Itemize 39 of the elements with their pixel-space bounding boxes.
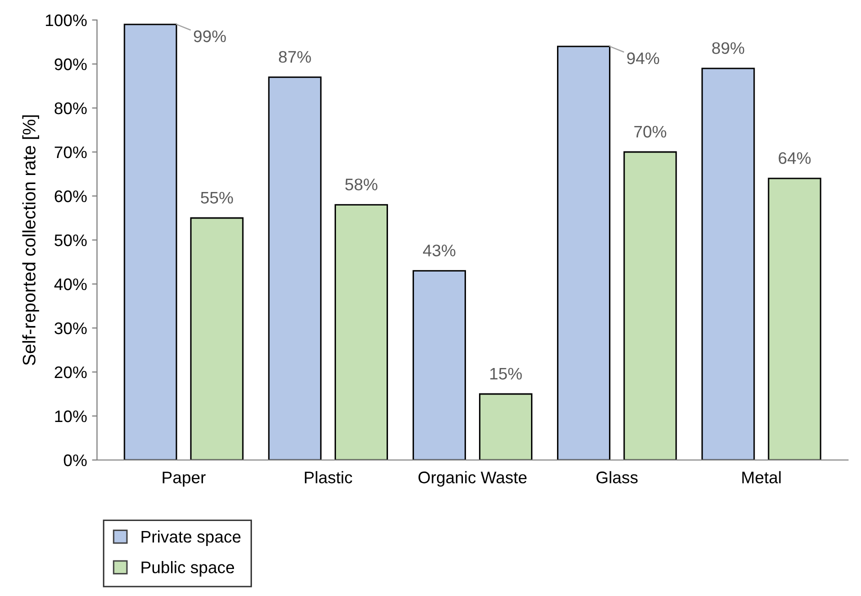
y-tick-label: 30% (54, 322, 87, 334)
legend-label: Private space (142, 530, 241, 546)
data-label: 94% (627, 52, 660, 64)
y-tick-label: 80% (54, 102, 87, 114)
data-label: 43% (422, 244, 456, 256)
data-label: 70% (634, 126, 666, 138)
x-tick-label: Organic Waste (418, 471, 527, 487)
data-label: 99% (194, 30, 226, 42)
y-tick-label: 90% (54, 58, 87, 70)
bar (334, 204, 388, 460)
data-label: 64% (778, 152, 811, 164)
bar (268, 76, 322, 460)
data-label: 55% (200, 192, 233, 204)
bar (124, 24, 178, 460)
legend-label: Public space (142, 561, 234, 577)
y-tick-label: 40% (54, 278, 87, 290)
y-tick-label: 70% (54, 146, 87, 158)
y-tick-label: 0% (64, 454, 87, 466)
data-label: 87% (278, 50, 311, 63)
y-tick-label: 100% (46, 14, 87, 26)
x-tick-label: Paper (162, 472, 206, 487)
bar (479, 393, 532, 460)
y-axis-title: Self-reported collection rate [%] (22, 115, 40, 366)
data-label: 58% (345, 178, 378, 190)
bar (623, 151, 677, 460)
y-tick-label: 20% (54, 366, 87, 378)
y-tick-label: 50% (54, 234, 87, 246)
bar (701, 68, 755, 460)
bar (768, 178, 822, 460)
y-tick-label: 10% (55, 410, 87, 422)
data-label: 15% (490, 368, 522, 380)
bar (190, 217, 244, 460)
data-label: 89% (712, 42, 744, 54)
x-tick-label: Metal (742, 471, 781, 484)
bar (412, 270, 466, 460)
x-tick-label: Plastic (304, 471, 352, 484)
bar (557, 46, 610, 460)
x-tick-label: Glass (596, 471, 638, 484)
y-tick-label: 60% (54, 190, 87, 202)
